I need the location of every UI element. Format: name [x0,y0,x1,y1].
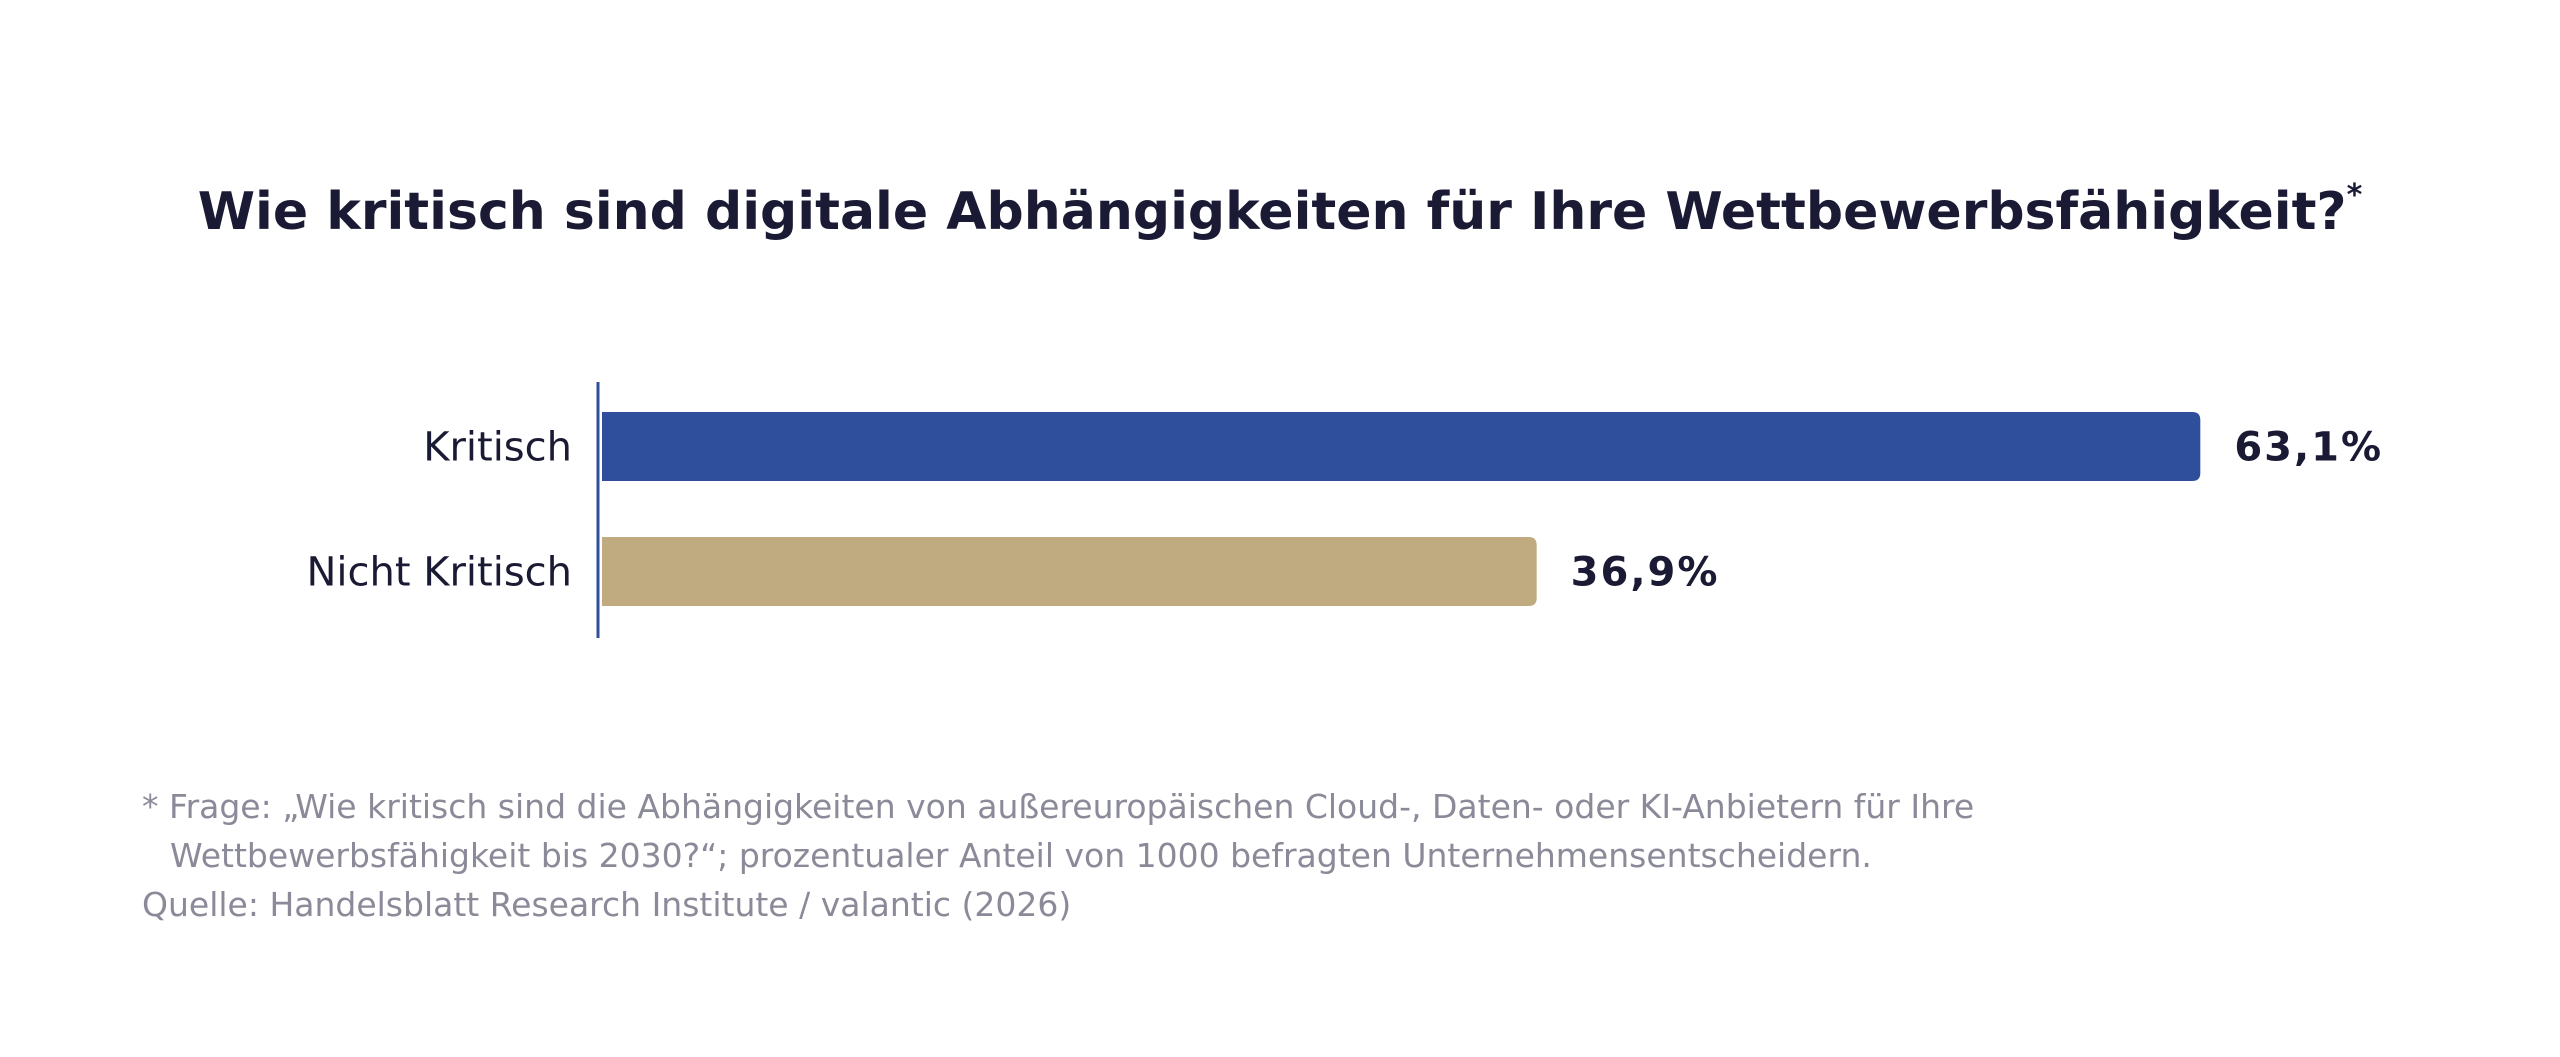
value-label: 36,9% [1571,550,1720,596]
category-label: Nicht Kritisch [306,550,572,596]
value-label: 63,1% [2234,425,2383,471]
bar-kritisch [602,412,2201,481]
chart-title-text: Wie kritisch sind digitale Abhängigkeite… [197,182,2347,242]
source-note: Quelle: Handelsblatt Research Institute … [142,885,1072,924]
footnote: * Frage: „Wie kritisch sind die Abhängig… [142,782,1974,929]
title-footnote-marker: * [2346,178,2363,213]
bar-nicht-kritisch [602,537,1537,606]
category-label: Kritisch [423,425,572,471]
footnote-line-1: * Frage: „Wie kritisch sind die Abhängig… [142,787,1975,826]
footnote-line-2: Wettbewerbsfähigkeit bis 2030?“; prozent… [170,836,1872,875]
chart-title: Wie kritisch sind digitale Abhängigkeite… [0,178,2560,242]
